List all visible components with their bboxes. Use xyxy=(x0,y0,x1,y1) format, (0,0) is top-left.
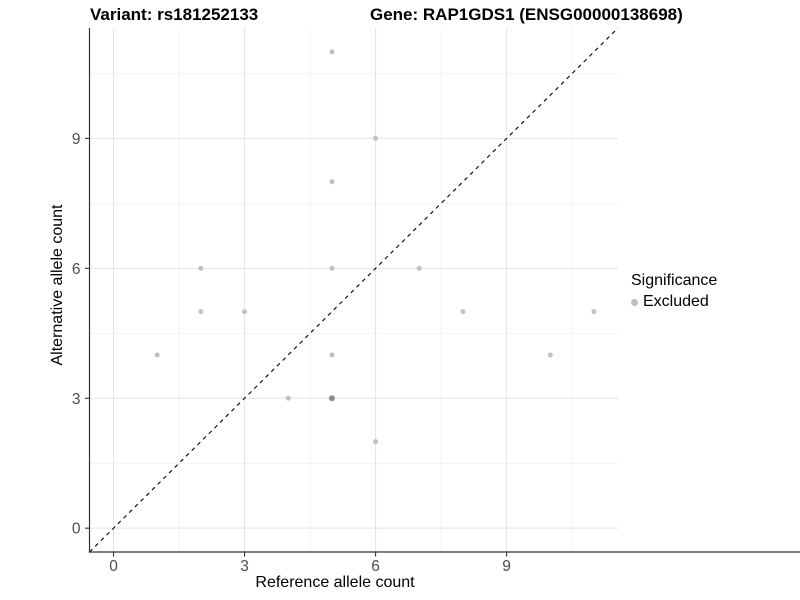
identity-line xyxy=(89,27,619,553)
data-point xyxy=(329,179,335,185)
legend-point-icon xyxy=(631,298,638,306)
data-point xyxy=(329,265,335,271)
y-tick-label: 0 xyxy=(72,521,81,538)
data-point xyxy=(373,439,379,445)
y-tick-label: 6 xyxy=(72,261,81,278)
data-point xyxy=(373,135,379,141)
y-axis-title: Alternative allele count xyxy=(49,204,66,366)
legend-item-label: Excluded xyxy=(643,293,709,310)
data-point xyxy=(460,309,466,315)
data-point xyxy=(242,309,248,315)
y-tick-label: 9 xyxy=(72,131,81,148)
data-point xyxy=(198,265,204,271)
data-point xyxy=(198,309,204,315)
gene-title: Gene: RAP1GDS1 (ENSG00000138698) xyxy=(370,5,683,24)
legend: Significance Excluded xyxy=(631,271,717,311)
data-point xyxy=(416,265,422,271)
data-point xyxy=(285,395,291,401)
y-tick-label: 3 xyxy=(72,391,81,408)
data-point xyxy=(328,395,335,402)
data-point xyxy=(329,49,335,55)
variant-title: Variant: rs181252133 xyxy=(90,5,259,24)
data-point xyxy=(329,352,335,358)
x-tick-label: 9 xyxy=(502,558,511,575)
x-tick-label: 6 xyxy=(371,558,380,575)
data-point xyxy=(591,309,597,315)
x-tick-label: 0 xyxy=(109,558,118,575)
legend-title: Significance xyxy=(631,272,718,289)
data-point xyxy=(154,352,160,358)
x-axis-title: Reference allele count xyxy=(255,574,415,591)
x-tick-label: 3 xyxy=(240,558,249,575)
legend-item-excluded: Excluded xyxy=(631,293,717,311)
data-point xyxy=(547,352,553,358)
